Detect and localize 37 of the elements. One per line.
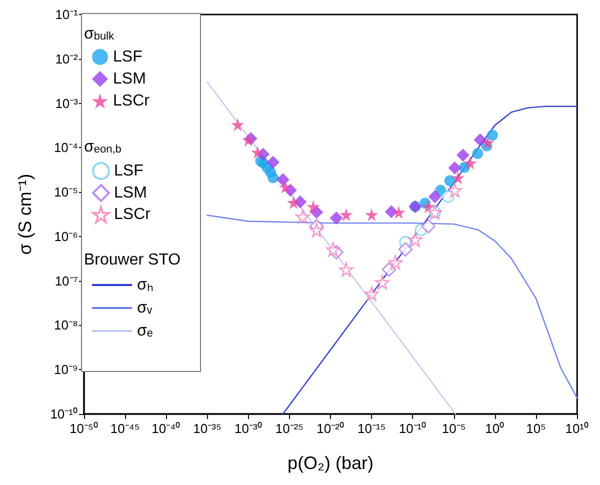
legend-label: LSM bbox=[114, 184, 147, 202]
annotation: σbulk bbox=[84, 26, 115, 42]
y-tick-label: 10⁻⁵ bbox=[54, 184, 78, 200]
x-tick-label: 10⁻²⁰ bbox=[316, 421, 344, 436]
x-tick-label: 10⁵ bbox=[526, 421, 546, 436]
x-tick-label: 10⁻⁴⁵ bbox=[110, 421, 140, 436]
x-tick-label: 10⁻¹⁰ bbox=[398, 421, 427, 436]
x-tick-label: 10⁻²⁵ bbox=[275, 421, 304, 436]
legend-label: LSF bbox=[113, 48, 143, 66]
legend-label: σᵥ bbox=[137, 300, 153, 316]
y-tick-label: 10⁻¹ bbox=[55, 7, 79, 22]
legend-label: LSM bbox=[113, 70, 146, 88]
x-tick-label: 10¹⁰ bbox=[565, 421, 590, 436]
legend-label: LSCr bbox=[113, 92, 150, 110]
y-tick-label: 10⁻⁴ bbox=[54, 140, 78, 156]
y-tick-label: 10⁻² bbox=[55, 51, 79, 66]
x-tick-label: 10⁻⁵ bbox=[442, 421, 466, 436]
x-tick-label: 10⁻³⁰ bbox=[234, 421, 262, 436]
x-tick-label: 10⁰ bbox=[485, 421, 505, 436]
annotation: Brouwer STO bbox=[84, 252, 181, 268]
legend-label: LSF bbox=[114, 162, 144, 180]
y-tick-label: 10⁻⁹ bbox=[54, 362, 78, 378]
legend-label: σₑ bbox=[137, 322, 153, 340]
legend-label: σₕ bbox=[137, 276, 153, 294]
x-axis-title: p(O₂) (bar) bbox=[288, 453, 374, 473]
y-axis-title: σ (S cm⁻¹) bbox=[15, 174, 35, 255]
legend-label: LSCr bbox=[114, 206, 152, 224]
x-tick-label: 10⁻⁵⁰ bbox=[70, 421, 98, 436]
y-tick-label: 10⁻⁶ bbox=[54, 228, 78, 244]
y-tick-label: 10⁻³ bbox=[55, 96, 79, 111]
y-tick-label: 10⁻¹⁰ bbox=[50, 406, 78, 422]
x-tick-label: 10⁻³⁵ bbox=[193, 421, 222, 436]
x-tick-label: 10⁻¹⁵ bbox=[358, 421, 386, 436]
y-tick-label: 10⁻⁷ bbox=[54, 273, 78, 288]
annotation: σeon,b bbox=[84, 138, 122, 156]
y-tick-label: 10⁻⁸ bbox=[54, 318, 78, 333]
x-tick-label: 10⁻⁴⁰ bbox=[152, 421, 181, 436]
